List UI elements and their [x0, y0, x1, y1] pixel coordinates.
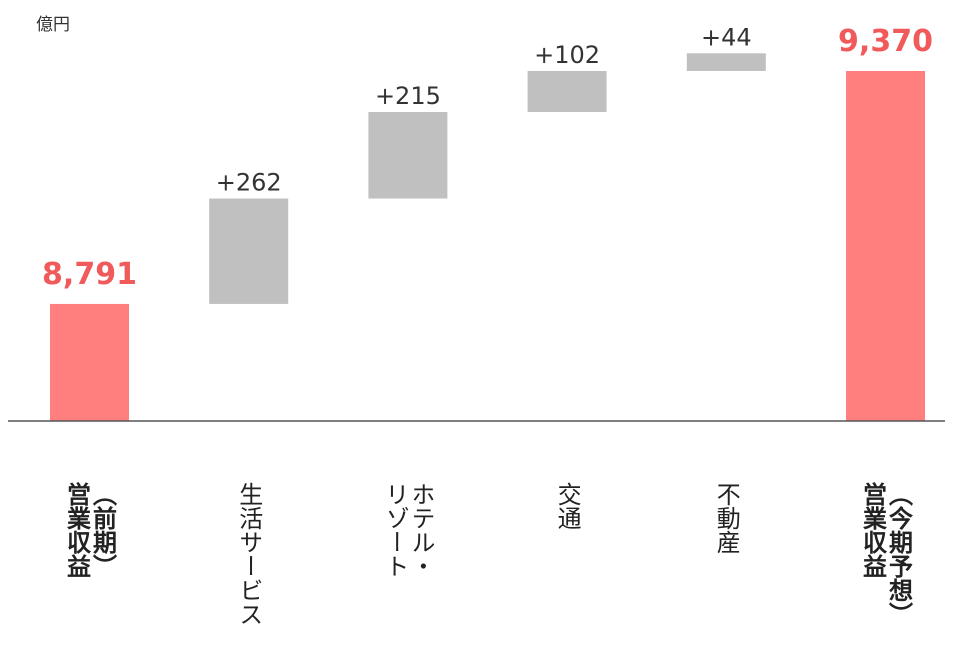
delta-value-label: +44	[701, 23, 752, 51]
delta-value-label: +102	[534, 41, 600, 69]
category-label: 生活サービス	[234, 482, 263, 626]
delta-bar	[686, 53, 766, 71]
bars-group: 8,791 +262 +215 +102 +44 9,370	[42, 23, 933, 421]
delta-bar	[368, 112, 448, 199]
total-bar	[846, 71, 925, 421]
total-value-label: 9,370	[838, 24, 933, 59]
delta-bar	[209, 198, 289, 304]
delta-value-label: +262	[216, 169, 282, 197]
category-label: （今期予想） 営業収益	[858, 482, 913, 626]
category-label: ホテル・ リゾート	[380, 482, 435, 578]
category-label: 不動産	[712, 482, 741, 554]
y-unit-label: 億円	[36, 15, 70, 35]
category-label: 交通	[553, 482, 582, 530]
delta-bar	[527, 71, 607, 113]
total-value-label: 8,791	[42, 257, 137, 292]
category-label: （前期） 営業収益	[62, 482, 117, 578]
total-bar	[50, 303, 129, 421]
delta-value-label: +215	[375, 82, 441, 110]
